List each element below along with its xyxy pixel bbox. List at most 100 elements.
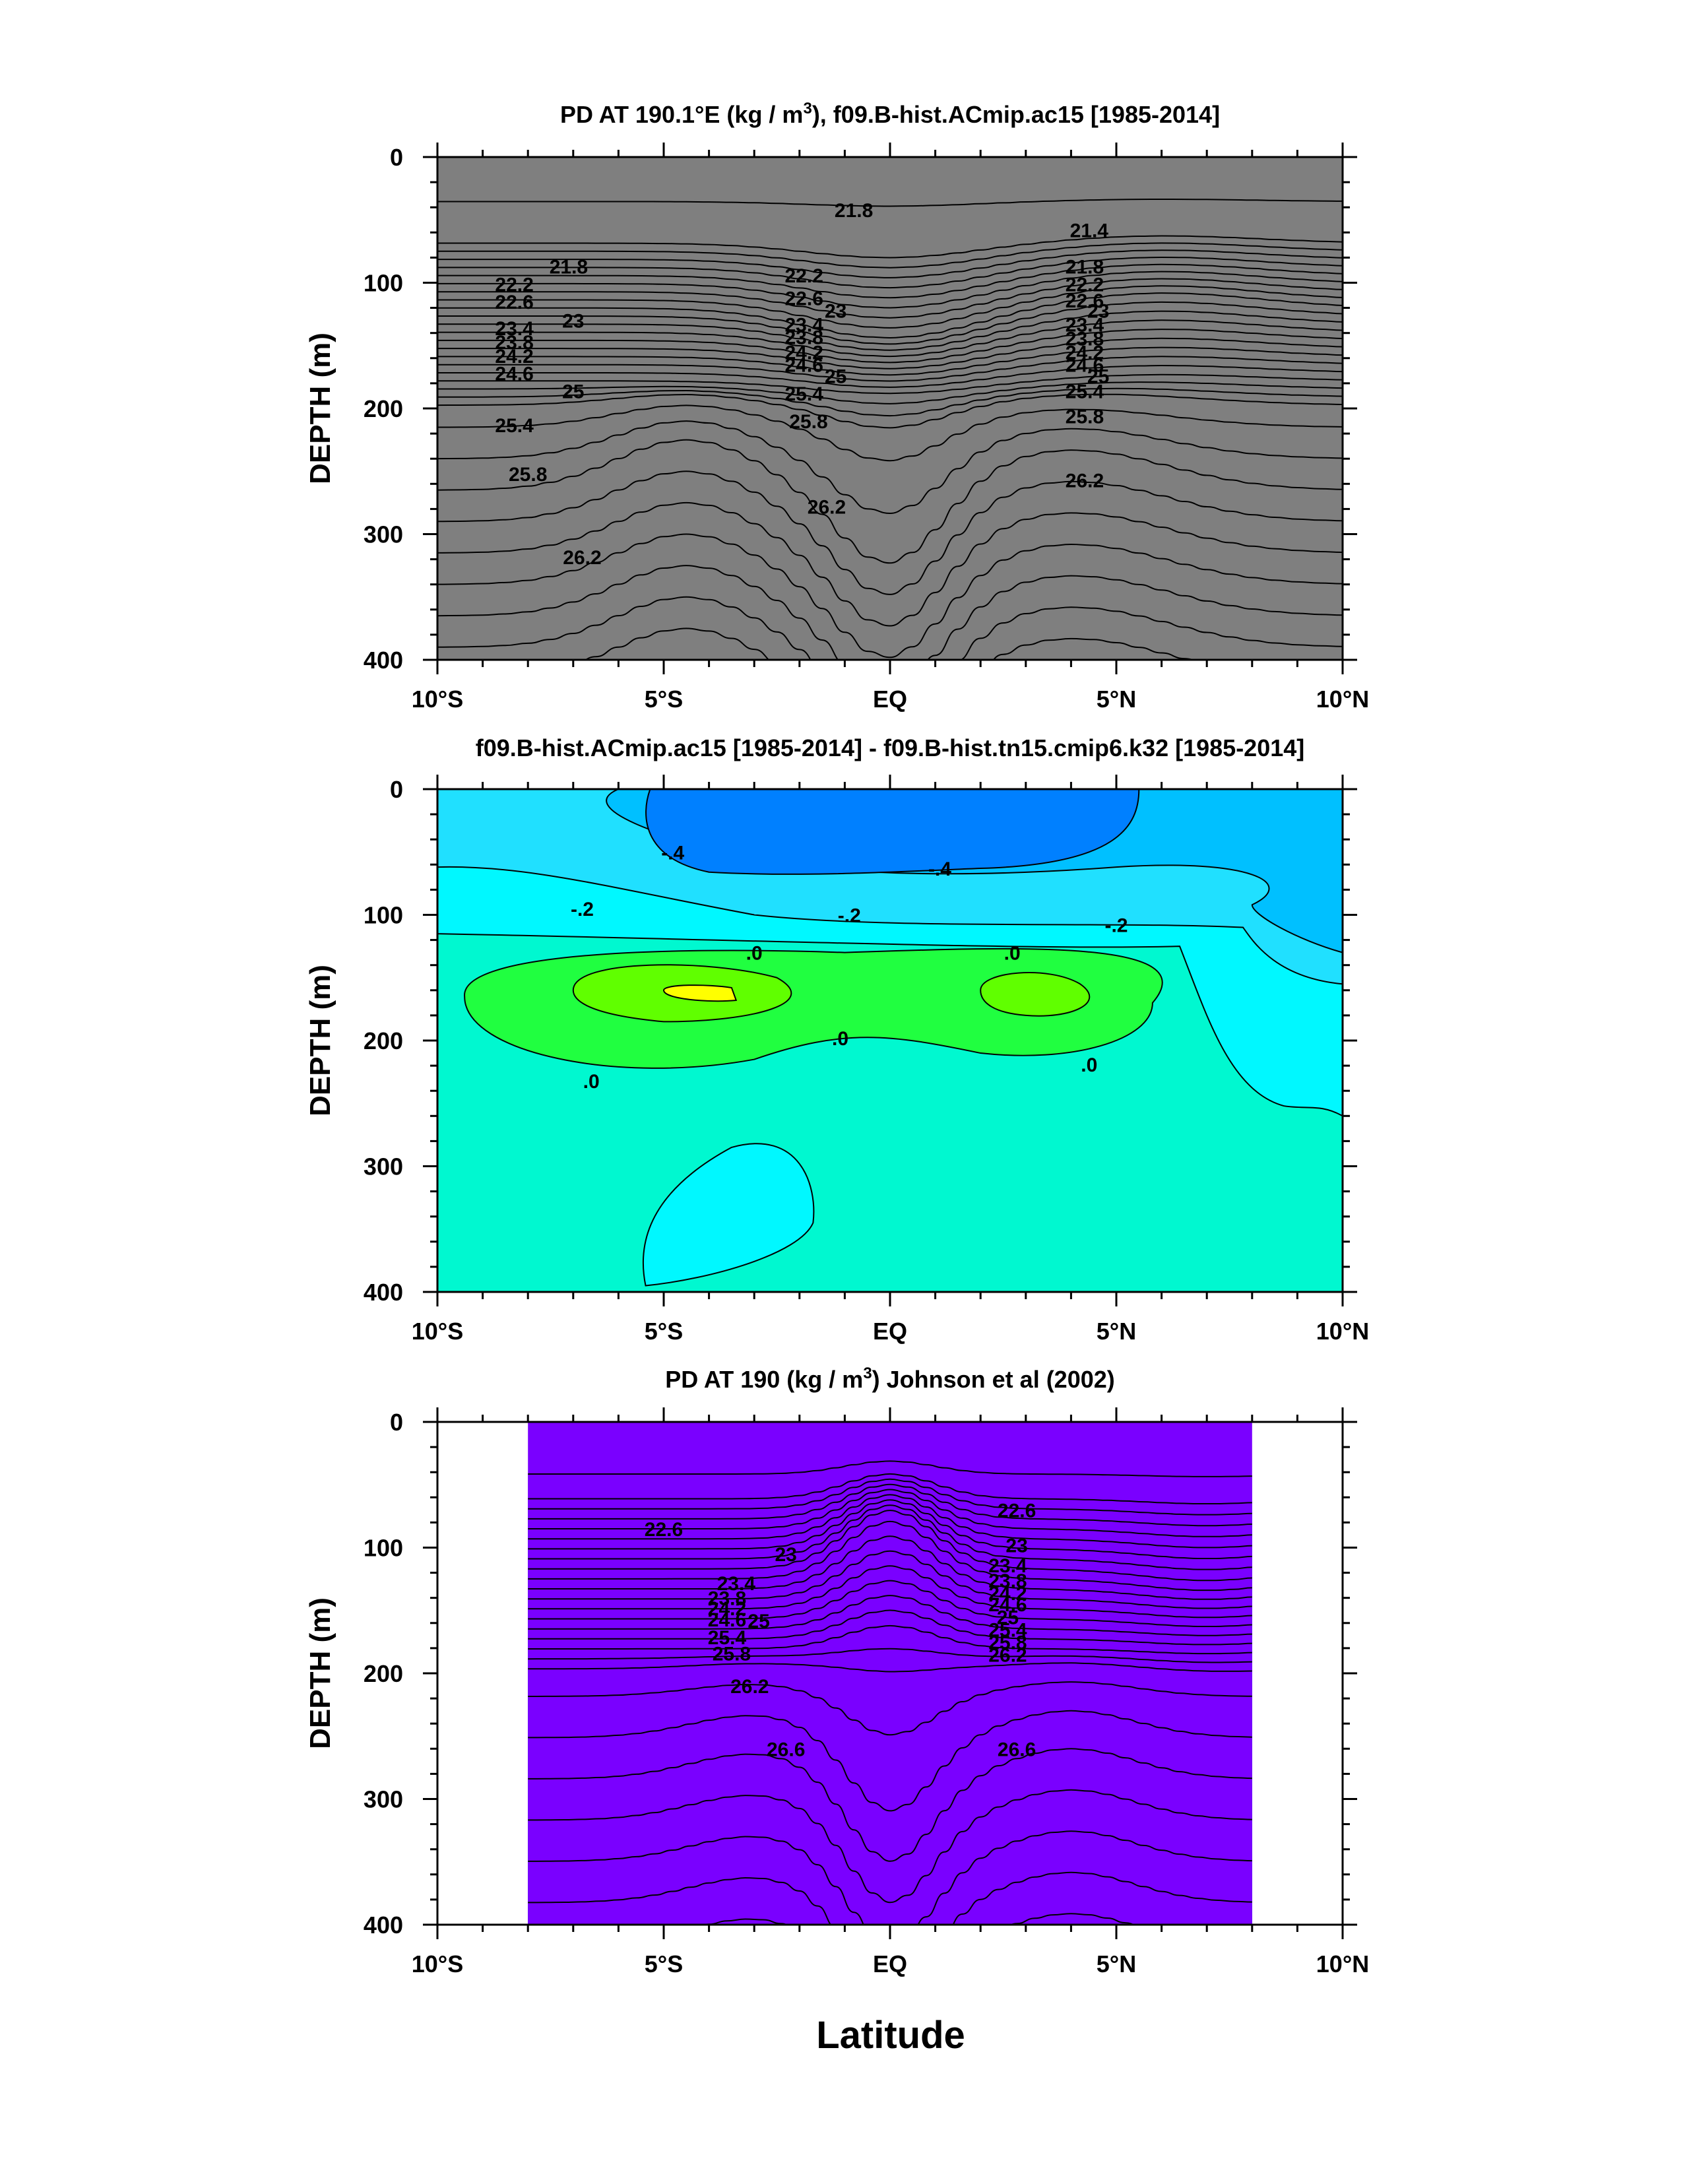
contour-line [528,1460,1252,1477]
contour-line [437,301,1343,345]
y-tick-label: 400 [364,1279,403,1306]
x-tick-label: 5°S [645,1318,683,1345]
contour-line [437,337,1343,369]
contour-label: 24.2 [1066,342,1104,364]
contour-label: 24.2 [708,1598,746,1620]
y-tick-label: 300 [364,1786,403,1813]
contour-line [528,1510,1252,1582]
x-tick-label: 10°S [412,1318,463,1345]
contour-label: 22.6 [1066,290,1104,312]
contour-line [528,1478,1252,1516]
contour-line [437,256,1343,289]
diff-zone-plus-0-3 [662,984,738,1002]
contour-label: -.2 [838,905,861,927]
contour-line [437,381,1343,404]
x-tick-label: 5°S [645,686,683,713]
diff-zone-minus-0-4 [645,789,1140,875]
y-tick-label: 100 [364,902,403,929]
contour-line [437,404,1343,462]
contour-line [528,1494,1252,1549]
contour-label: 23.4 [785,314,824,336]
panel-title-part: PD AT 190.1°E (kg / m [560,101,804,128]
diff-zone-plus-0-2-north [980,972,1091,1017]
contour-line [437,263,1343,299]
density-band [528,1422,1252,1925]
contour-line [528,1580,1252,1627]
contour-label: 24.2 [495,346,533,368]
panel-title-part: ) Johnson et al (2002) [872,1366,1115,1393]
y-tick-label: 100 [364,270,403,297]
contour-label: 26.2 [563,547,601,569]
contour-label: -.4 [928,858,951,880]
contour-line [528,1489,1252,1537]
contour-line [437,292,1343,339]
contour-label: 22.6 [645,1519,683,1541]
contour-label: 25 [748,1611,769,1632]
panel-title: PD AT 190.1°E (kg / m3), f09.B-hist.ACmi… [560,100,1220,128]
y-tick-label: 400 [364,647,403,674]
contour-line [437,310,1343,351]
contour-line [437,319,1343,358]
contour-line [437,346,1343,376]
contour-line [437,373,1343,395]
contour-line [528,1830,1252,1925]
y-tick-label: 0 [390,776,403,803]
contour-label: 26.2 [1066,470,1104,492]
contour-label: 26.2 [988,1644,1027,1666]
contour-label: 25 [825,366,846,388]
contour-label: 22.2 [1066,274,1104,296]
x-tick-label: 10°N [1316,686,1369,713]
contour-label: 25.4 [708,1627,747,1649]
x-tick-label: 5°S [645,1950,683,1977]
contour-line [528,1483,1252,1527]
panel-title-superscript: 3 [863,1365,872,1382]
contour-line [437,533,1343,658]
contour-line [437,420,1343,515]
contour-line [528,1871,1252,1925]
contour-label: 23.8 [785,327,823,348]
contour-line [437,439,1343,564]
contour-line [437,387,1343,417]
contour-line [528,1535,1252,1600]
panel-observed-density: 22.622.623 2323.423.423.823.824.224.224.6… [304,1365,1369,1977]
contour-label: 23 [775,1544,797,1566]
contour-label: 25.4 [1066,381,1104,402]
contour-label: 23.4 [495,318,534,340]
contour-label: 21.8 [835,200,873,222]
contour-label: 23 [825,300,846,322]
contour-line [528,1520,1252,1591]
contour-line [437,393,1343,429]
contour-label: -.4 [661,842,684,864]
y-axis-label: DEPTH (m) [304,1597,336,1749]
contour-line [528,1473,1252,1504]
contour-label: 25.4 [785,383,824,405]
contour-label: 24.2 [785,342,823,364]
y-tick-label: 0 [390,144,403,171]
contour-label: 25 [562,381,584,402]
contour-label: 26.6 [998,1739,1036,1760]
contour-line [528,1662,1252,1673]
contour-line [437,565,1343,660]
contour-label: 26.2 [730,1676,769,1698]
contour-label: 21.8 [550,257,588,278]
contour-line [437,470,1343,595]
panel-title: PD AT 190 (kg / m3) Johnson et al (2002) [665,1365,1115,1393]
contour-line [437,501,1343,627]
contour-line [528,1648,1252,1663]
contour-label: 25 [997,1607,1019,1628]
contour-line [437,235,1343,259]
y-tick-label: 300 [364,1153,403,1180]
y-axis-label: DEPTH (m) [304,965,336,1116]
contour-line [528,1609,1252,1646]
contour-label: 25.8 [988,1632,1027,1654]
contour-line [528,1624,1252,1655]
contour-label: 25 [1087,366,1109,388]
contour-line [528,1710,1252,1812]
contour-line [437,364,1343,388]
y-axis-label: DEPTH (m) [304,333,336,484]
y-tick-label: 300 [364,521,403,548]
contour-label: 24.2 [988,1583,1027,1605]
panel-model-density: 21.821.421.8 21.822.2 22.2 22.222.6 22.6 22.6… [304,100,1369,713]
contour-label: 24.6 [708,1609,746,1631]
